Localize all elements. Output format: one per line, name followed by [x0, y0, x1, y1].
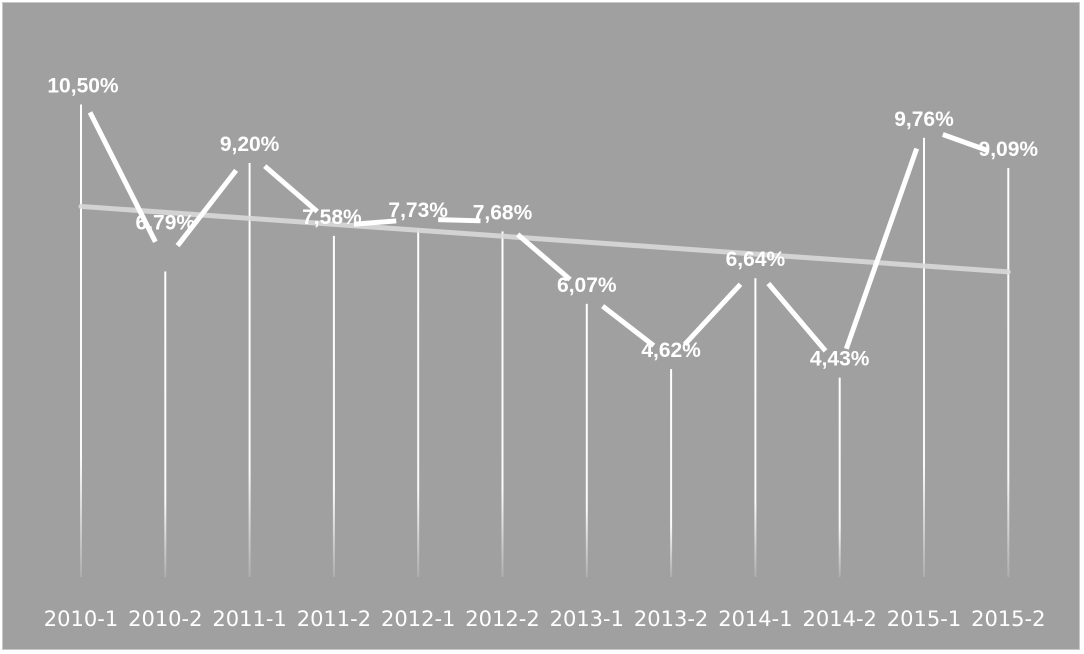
series-segment	[353, 218, 397, 227]
series-segment	[766, 281, 828, 353]
x-tick-label: 2010-1	[44, 607, 118, 631]
data-label: 4,62%	[641, 339, 701, 362]
drop-line	[332, 235, 335, 577]
x-tick-label: 2011-1	[212, 607, 286, 631]
data-label: 6,07%	[557, 274, 617, 297]
series-segment	[682, 282, 743, 347]
drop-lines	[80, 104, 1010, 578]
drop-line	[164, 271, 167, 577]
series-segment	[516, 232, 572, 282]
x-tick-label: 2012-2	[465, 607, 539, 631]
series-segment	[87, 111, 158, 243]
series-segment	[438, 217, 481, 224]
x-tick-label: 2014-1	[718, 607, 792, 631]
series-segment	[175, 168, 239, 248]
x-tick-label: 2015-1	[887, 607, 961, 631]
data-labels: 10,50% 6,79% 9,20% 7,58% 7,73% 7,68% 6,07% 4,62…	[47, 75, 1038, 371]
x-axis-labels: 2010-1 2010-2 2011-1 2011-2 2012-1 2012-2 2013…	[44, 607, 1046, 631]
trendline	[78, 203, 1011, 275]
series-segment	[263, 164, 319, 214]
drop-line	[838, 377, 841, 577]
data-label: 4,43%	[810, 348, 870, 371]
data-label: 7,68%	[473, 201, 533, 224]
drop-line	[501, 231, 504, 577]
data-label: 9,20%	[220, 133, 280, 156]
x-tick-label: 2015-2	[971, 607, 1045, 631]
series-line-layer	[87, 111, 989, 353]
data-label: 9,76%	[894, 108, 954, 131]
data-label: 6,79%	[136, 211, 196, 234]
series-segment	[601, 304, 656, 348]
trendline-layer	[78, 203, 1011, 275]
series-segment	[843, 147, 920, 350]
data-label: 9,09%	[979, 138, 1039, 161]
x-tick-label: 2011-2	[297, 607, 371, 631]
x-tick-label: 2012-1	[381, 607, 455, 631]
drop-line	[754, 278, 757, 577]
data-label: 6,64%	[726, 248, 786, 271]
x-tick-label: 2013-2	[634, 607, 708, 631]
drop-line	[248, 163, 251, 577]
drop-line	[923, 137, 925, 578]
drop-line	[585, 303, 588, 577]
x-tick-label: 2013-1	[550, 607, 624, 631]
series-segment	[941, 132, 989, 153]
drop-line	[1007, 167, 1010, 577]
drop-line	[670, 369, 673, 577]
data-label: 10,50%	[47, 75, 119, 98]
line-chart: 10,50% 6,79% 9,20% 7,58% 7,73% 7,68% 6,07% 4,62…	[44, 75, 1046, 632]
x-tick-label: 2014-2	[803, 607, 877, 631]
x-tick-label: 2010-2	[128, 607, 202, 631]
data-label: 7,58%	[302, 206, 362, 229]
data-label: 7,73%	[388, 199, 448, 222]
drop-line	[80, 104, 82, 577]
drop-line	[417, 229, 420, 577]
